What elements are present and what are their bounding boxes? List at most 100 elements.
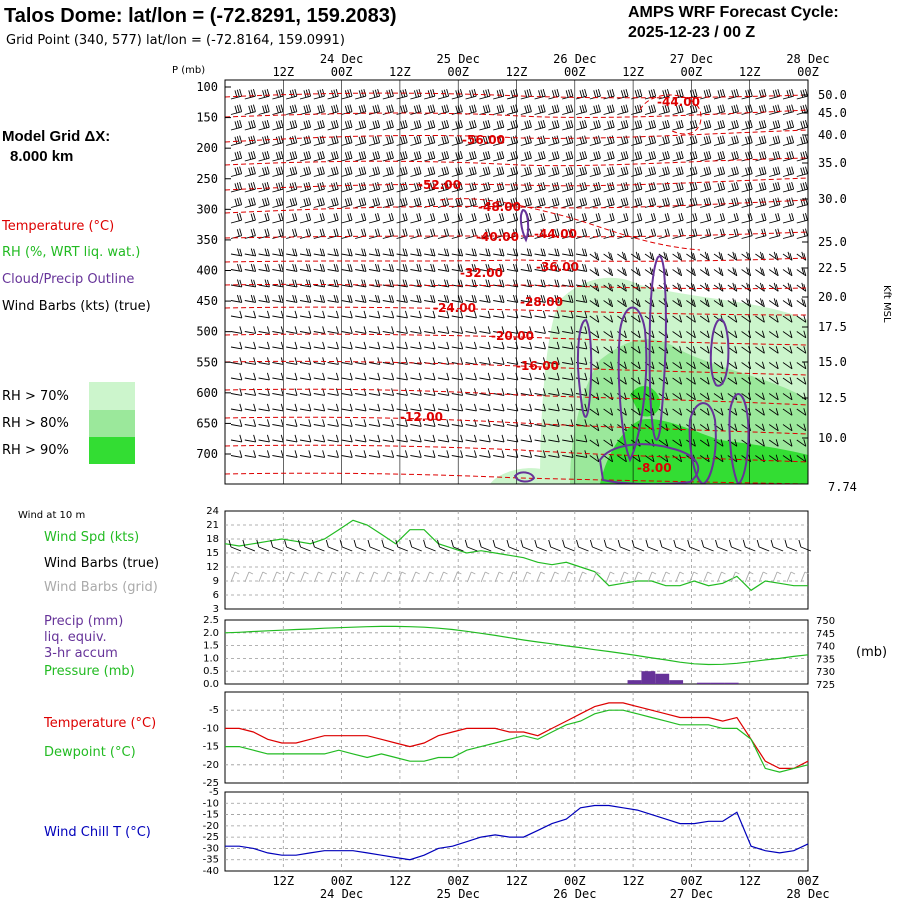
wind-barb xyxy=(368,120,381,131)
wind-barb xyxy=(396,388,408,396)
wind-barb xyxy=(286,182,298,193)
wind-barb xyxy=(506,434,519,443)
wind-barb xyxy=(562,326,574,334)
cycle-value: 2025-12-23 / 00 Z xyxy=(628,24,755,41)
wind-barb xyxy=(465,372,477,381)
wind-barb xyxy=(437,166,450,177)
pressure-tick-label: 500 xyxy=(196,325,218,339)
wind-barb xyxy=(479,213,491,224)
wind-barb xyxy=(782,346,793,354)
bottom-date-label: 25 Dec xyxy=(437,887,480,900)
wind-barb xyxy=(230,357,243,365)
panel-y-tick-label: -5 xyxy=(209,787,219,798)
wind-barb xyxy=(451,166,463,177)
pressure-tick-label: 450 xyxy=(196,294,218,308)
wind-barb xyxy=(437,294,450,303)
wind-barb xyxy=(286,341,298,350)
wind-barb xyxy=(755,392,765,401)
surface-wind-barb-true xyxy=(325,539,339,552)
top-time-label: 00Z xyxy=(564,65,586,79)
wind-barb xyxy=(603,135,615,146)
wind-barb xyxy=(341,294,353,303)
wind-barb xyxy=(368,419,381,427)
wind-barb xyxy=(562,341,574,350)
top-time-label: 00Z xyxy=(681,65,703,79)
wind-barb xyxy=(299,197,312,208)
wind-barb xyxy=(424,263,436,272)
panel-y-tick-label: -35 xyxy=(203,855,219,866)
contour-label: -44.00 xyxy=(534,227,577,241)
wind-barb xyxy=(272,434,284,443)
wind-barb xyxy=(479,419,491,427)
surface-wind-barb-grid xyxy=(550,571,559,583)
wind-barb xyxy=(368,372,381,381)
wind-barb xyxy=(313,151,325,162)
wind-barb xyxy=(479,248,491,257)
wind-barb xyxy=(437,372,450,381)
wind-barb xyxy=(575,263,588,272)
wind-barb xyxy=(768,423,779,432)
wind-barb xyxy=(796,392,807,401)
pressure-tick-label: 725 xyxy=(816,680,835,691)
panel-y-tick-label: 2.0 xyxy=(203,628,219,639)
wind-barb xyxy=(630,454,641,463)
wind-barb xyxy=(465,89,477,100)
wind-barb xyxy=(630,330,641,339)
wind-barb xyxy=(796,104,808,115)
wind-barb xyxy=(465,135,477,146)
contour-label: -8.00 xyxy=(637,461,672,475)
wind-barb xyxy=(782,439,793,447)
wind-barb xyxy=(382,182,394,193)
wind-barb xyxy=(534,104,546,115)
wind-barb xyxy=(520,104,532,115)
wind-barb xyxy=(672,213,684,224)
wind-barb xyxy=(713,213,726,224)
wind-barb xyxy=(368,434,381,443)
wind-barb xyxy=(658,439,669,447)
panel-y-tick-label: 24 xyxy=(206,506,219,517)
wind-barb xyxy=(631,135,643,146)
wind-barb xyxy=(396,294,408,303)
surface-wind-barb-true xyxy=(339,539,353,552)
dewpoint-line xyxy=(225,709,809,773)
wind-barb xyxy=(368,403,381,412)
wind-barb xyxy=(272,248,284,257)
wind-barb xyxy=(631,104,643,115)
pressure-axis-label: P (mb) xyxy=(172,65,205,76)
wind-barb xyxy=(534,419,546,427)
wind-barb xyxy=(686,267,696,277)
wind-barb xyxy=(741,213,753,224)
wind-barb xyxy=(272,341,284,350)
wind-barb xyxy=(534,213,546,224)
wind-barb xyxy=(534,310,546,319)
wind-barb xyxy=(589,182,601,193)
wind-barb xyxy=(286,357,298,365)
wind-barb xyxy=(658,251,669,261)
wind-barb xyxy=(272,310,284,319)
wind-barb xyxy=(672,377,683,385)
wind-barb xyxy=(534,450,546,458)
wind-barb xyxy=(424,310,436,319)
pressure-tick-label: 250 xyxy=(196,172,218,186)
wind-barb xyxy=(327,135,339,146)
wind-barb xyxy=(796,377,807,385)
wind-barb xyxy=(796,346,807,354)
top-time-label: 12Z xyxy=(506,65,528,79)
wind-barb xyxy=(244,197,256,208)
legend-precip-liq: liq. equiv. xyxy=(44,630,107,645)
wind-barb xyxy=(493,341,505,350)
wind-barb xyxy=(368,135,381,146)
top-time-label: 00Z xyxy=(447,65,469,79)
surface-wind-barb-true xyxy=(492,539,506,552)
surface-wind-barb-true xyxy=(506,539,520,552)
wind-barb xyxy=(672,346,683,354)
wind-barb xyxy=(658,120,670,131)
wind-barb xyxy=(713,182,726,193)
wind-barb xyxy=(686,423,696,432)
wind-barb xyxy=(796,182,808,193)
wind-barb xyxy=(699,439,710,447)
surface-wind-barb-grid xyxy=(286,571,295,583)
wind-barb xyxy=(672,408,683,416)
wind-barb xyxy=(617,89,629,100)
wind-barb xyxy=(244,120,256,131)
